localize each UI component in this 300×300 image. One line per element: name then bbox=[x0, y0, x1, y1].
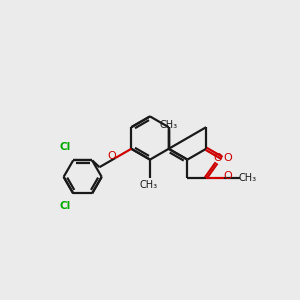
Text: O: O bbox=[224, 172, 232, 182]
Text: CH₃: CH₃ bbox=[160, 120, 178, 130]
Text: Cl: Cl bbox=[60, 142, 71, 152]
Text: Cl: Cl bbox=[60, 201, 71, 212]
Text: CH₃: CH₃ bbox=[140, 180, 158, 190]
Text: O: O bbox=[223, 153, 232, 163]
Text: CH₃: CH₃ bbox=[239, 173, 257, 183]
Text: O: O bbox=[214, 153, 222, 163]
Text: O: O bbox=[107, 152, 116, 161]
